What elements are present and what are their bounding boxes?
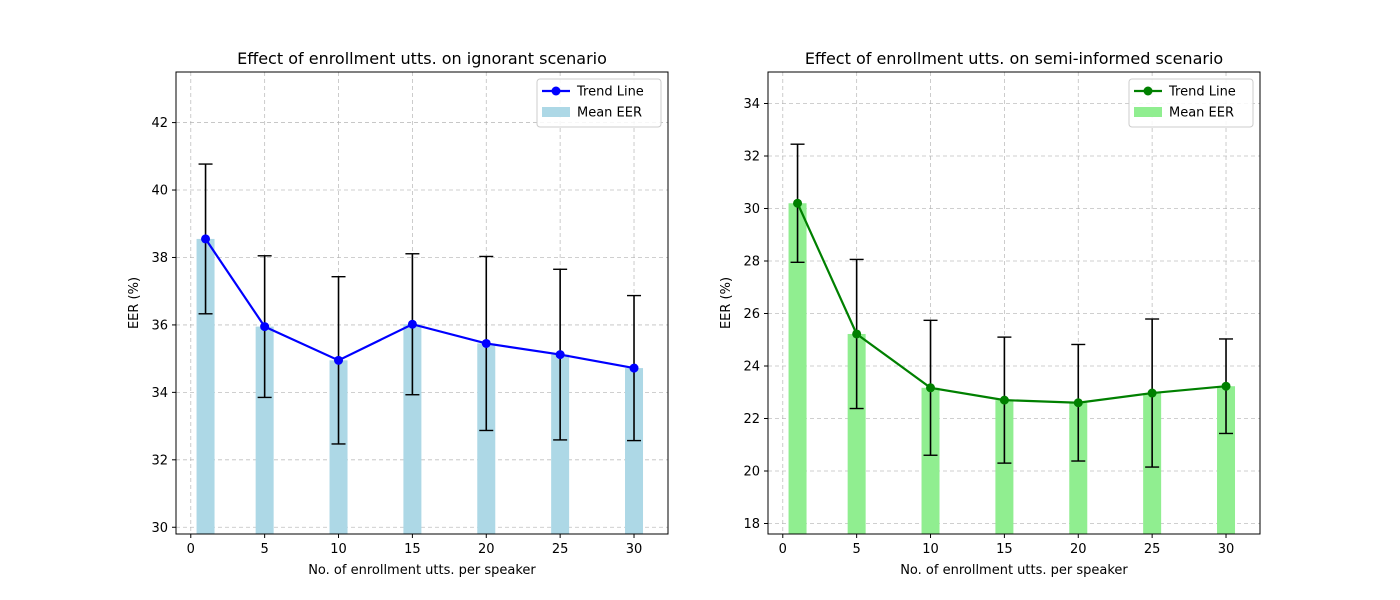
y-axis-label: EER (%) bbox=[127, 277, 142, 329]
bar bbox=[477, 343, 496, 534]
x-tick-label: 20 bbox=[478, 542, 495, 557]
trend-point bbox=[334, 355, 344, 365]
bar bbox=[847, 333, 866, 534]
trend-point bbox=[407, 319, 417, 329]
legend-bar-swatch bbox=[542, 107, 570, 117]
trend-point bbox=[481, 338, 491, 348]
legend-bar-swatch bbox=[1134, 107, 1162, 117]
x-tick-label: 30 bbox=[1218, 542, 1235, 557]
bar bbox=[551, 354, 570, 534]
x-tick-label: 0 bbox=[187, 542, 195, 557]
y-tick-label: 34 bbox=[743, 97, 760, 112]
trend-point bbox=[1073, 398, 1083, 408]
bar bbox=[995, 400, 1014, 534]
bar bbox=[255, 326, 274, 534]
x-tick-label: 30 bbox=[626, 542, 643, 557]
bar bbox=[1069, 402, 1088, 534]
y-tick-label: 32 bbox=[151, 453, 168, 468]
chart-semi-informed: Effect of enrollment utts. on semi-infor… bbox=[719, 49, 1261, 578]
trend-point bbox=[555, 350, 565, 360]
plot-frame bbox=[767, 71, 1261, 535]
x-tick-label: 0 bbox=[779, 542, 787, 557]
y-tick-label: 42 bbox=[151, 116, 168, 131]
y-tick-label: 20 bbox=[743, 465, 760, 480]
y-tick-label: 38 bbox=[151, 251, 168, 266]
y-tick-label: 28 bbox=[743, 255, 760, 270]
x-tick-label: 15 bbox=[404, 542, 421, 557]
x-tick-label: 25 bbox=[1144, 542, 1161, 557]
y-axis-label: EER (%) bbox=[719, 277, 734, 329]
bar bbox=[1217, 386, 1236, 534]
y-ticks: 18 20 22 24 26 28 30 32 34 bbox=[743, 97, 768, 532]
y-tick-label: 26 bbox=[743, 307, 760, 322]
legend-label: Mean EER bbox=[577, 106, 642, 121]
trend-point bbox=[260, 322, 270, 332]
trend-point bbox=[1221, 381, 1231, 391]
y-tick-label: 40 bbox=[151, 184, 168, 199]
bar-series bbox=[788, 203, 1236, 534]
y-tick-label: 22 bbox=[743, 412, 760, 427]
plot-frame bbox=[175, 71, 669, 535]
trend-point bbox=[793, 198, 803, 208]
bar bbox=[625, 368, 644, 534]
trend-point bbox=[999, 395, 1009, 405]
chart-title: Effect of enrollment utts. on ignorant s… bbox=[237, 49, 607, 68]
y-tick-label: 30 bbox=[743, 202, 760, 217]
y-tick-label: 18 bbox=[743, 517, 760, 532]
chart-ignorant: Effect of enrollment utts. on ignorant s… bbox=[127, 49, 669, 578]
x-ticks: 0 5 10 15 20 25 30 bbox=[779, 534, 1235, 557]
x-tick-label: 25 bbox=[552, 542, 569, 557]
x-tick-label: 10 bbox=[922, 542, 939, 557]
x-ticks: 0 5 10 15 20 25 30 bbox=[187, 534, 643, 557]
bar bbox=[921, 387, 940, 534]
trend-points bbox=[201, 234, 639, 373]
legend-marker bbox=[1143, 86, 1153, 96]
x-tick-label: 20 bbox=[1070, 542, 1087, 557]
x-tick-label: 15 bbox=[996, 542, 1013, 557]
y-tick-label: 34 bbox=[151, 386, 168, 401]
legend-marker bbox=[551, 86, 561, 96]
x-tick-label: 5 bbox=[261, 542, 269, 557]
legend: Trend Line Mean EER bbox=[1128, 78, 1254, 128]
legend-label: Trend Line bbox=[1168, 85, 1236, 100]
trend-points bbox=[793, 198, 1231, 408]
trend-point bbox=[1147, 388, 1157, 398]
y-tick-label: 30 bbox=[151, 521, 168, 536]
x-axis-label: No. of enrollment utts. per speaker bbox=[900, 563, 1128, 578]
y-tick-label: 24 bbox=[743, 360, 760, 375]
y-tick-label: 36 bbox=[151, 318, 168, 333]
legend: Trend Line Mean EER bbox=[536, 78, 662, 128]
trend-point bbox=[629, 363, 639, 373]
bar bbox=[788, 203, 807, 534]
legend-label: Mean EER bbox=[1169, 106, 1234, 121]
bar bbox=[196, 238, 215, 534]
y-tick-label: 32 bbox=[743, 150, 760, 165]
bar-series bbox=[196, 238, 644, 534]
bar bbox=[329, 360, 348, 534]
x-axis-label: No. of enrollment utts. per speaker bbox=[308, 563, 536, 578]
bar bbox=[403, 324, 422, 534]
trend-point bbox=[201, 234, 211, 244]
trend-point bbox=[852, 329, 862, 339]
legend-label: Trend Line bbox=[576, 85, 644, 100]
x-tick-label: 10 bbox=[330, 542, 347, 557]
trend-point bbox=[926, 383, 936, 393]
y-ticks: 30 32 34 36 38 40 42 bbox=[151, 116, 176, 536]
x-tick-label: 5 bbox=[853, 542, 861, 557]
chart-title: Effect of enrollment utts. on semi-infor… bbox=[805, 49, 1223, 68]
